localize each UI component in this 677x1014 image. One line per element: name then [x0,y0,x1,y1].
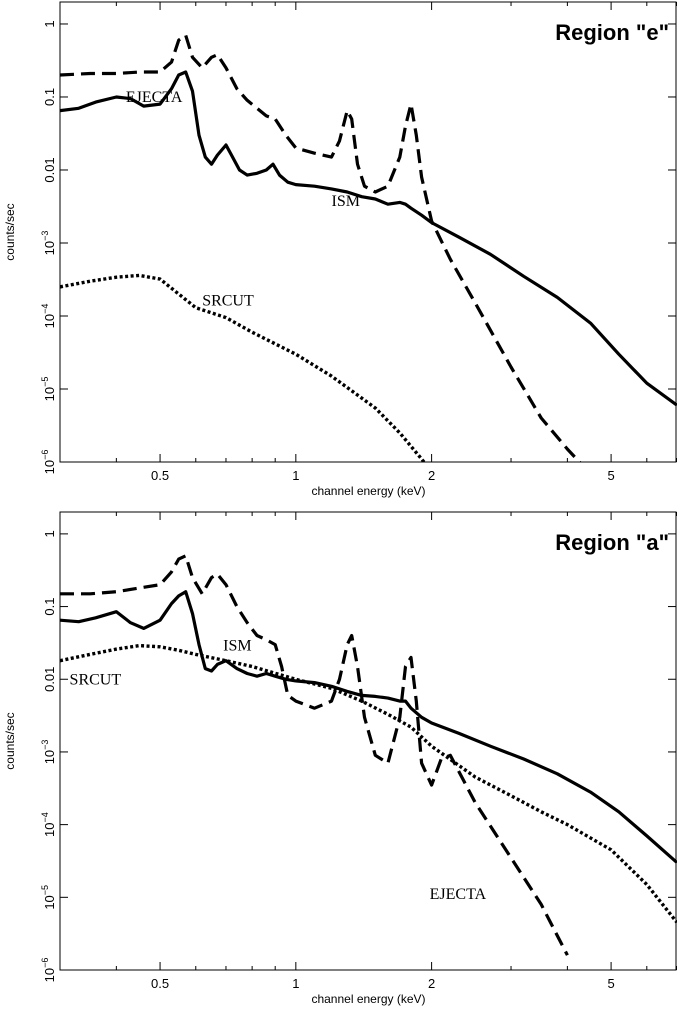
y-tick-label: 10−5 [40,885,57,910]
series-ejecta-curve [60,33,582,462]
y-tick-label: 10−6 [40,450,57,475]
model-curves [60,554,677,956]
x-axis-label: channel energy (keV) [311,992,425,1006]
series-ejecta-curve [60,554,569,956]
y-tick-label: 0.01 [42,157,57,182]
component-label-srcut: SRCUT [202,292,254,309]
y-tick-label: 0.01 [42,667,57,692]
region-title: Region "a" [555,530,669,555]
region-title: Region "e" [555,20,669,45]
component-label-ejecta: EJECTA [430,886,487,903]
x-tick-label: 5 [607,976,614,991]
series-ism-curve [60,590,677,864]
plot-frame [59,511,677,971]
y-tick-label: 1 [42,530,57,537]
x-tick-label: 2 [428,976,435,991]
series-ism-curve [60,70,677,407]
x-tick-label: 1 [292,976,299,991]
y-tick-label: 10−5 [40,377,57,402]
series-srcut-curve [60,273,427,462]
y-tick-label: 1 [42,20,57,27]
y-tick-label: 10−3 [40,231,57,256]
x-axis-label: channel energy (keV) [311,484,425,498]
y-axis-label: counts/sec [3,712,17,769]
x-tick-label: 0.5 [151,976,169,991]
y-tick-label: 10−6 [40,958,57,983]
component-label-ism: ISM [223,637,251,654]
x-tick-label: 0.5 [151,468,169,483]
model-curves [60,33,677,462]
x-tick-label: 5 [607,468,614,483]
component-label-ejecta: EJECTA [126,89,183,106]
plot-frame [59,1,677,463]
series-srcut-curve [60,643,677,924]
x-tick-label: 1 [292,468,299,483]
y-tick-label: 10−4 [40,304,57,329]
component-label-srcut: SRCUT [70,671,122,688]
panel-region-a: 0.5 1 2 5 1 0.1 0.01 10−3 10−4 10−5 10−6 channel en… [3,511,677,1006]
component-label-ism: ISM [332,193,360,210]
y-axis-label: counts/sec [3,203,17,260]
y-tick-label: 0.1 [42,598,57,616]
y-tick-label: 10−4 [40,812,57,837]
x-tick-label: 2 [428,468,435,483]
y-tick-label: 10−3 [40,740,57,765]
panel-region-e: 0.5 1 2 5 1 0.1 0.01 10−3 10−4 10−5 10−6 channel en… [3,1,677,498]
y-tick-label: 0.1 [42,88,57,106]
